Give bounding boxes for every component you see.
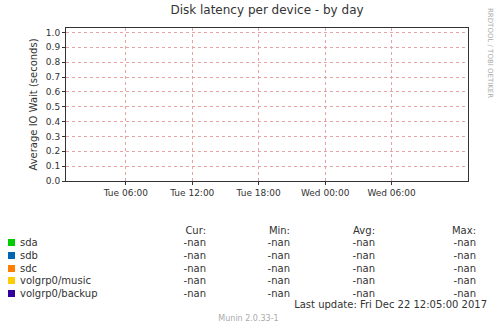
svg-text:0.6: 0.6 bbox=[46, 87, 61, 97]
svg-text:0.1: 0.1 bbox=[46, 161, 60, 171]
html-text:sdc: sdc bbox=[20, 262, 38, 274]
svg-text:0.5: 0.5 bbox=[46, 102, 60, 112]
html-text:volgrp0/music: volgrp0/music bbox=[20, 275, 91, 287]
svg-text:0.7: 0.7 bbox=[46, 72, 60, 82]
svg-text:0.8: 0.8 bbox=[46, 57, 61, 67]
html-text:-nan: -nan bbox=[352, 262, 375, 274]
svg-text:Tue 18:00: Tue 18:00 bbox=[236, 188, 281, 198]
html-text:-nan: -nan bbox=[267, 237, 290, 248]
svg-text:Wed 06:00: Wed 06:00 bbox=[367, 188, 416, 198]
html-text:-nan: -nan bbox=[352, 288, 375, 299]
svg-text:1.0: 1.0 bbox=[46, 28, 61, 38]
svg-text:0.9: 0.9 bbox=[46, 42, 61, 52]
html-text:-nan: -nan bbox=[352, 275, 375, 287]
html-text:Avg:: Avg: bbox=[353, 225, 375, 236]
html-text:-nan: -nan bbox=[352, 249, 375, 261]
html-text:RRDTOOL / TOBI OETIKER: RRDTOOL / TOBI OETIKER bbox=[486, 8, 494, 99]
html-text:sda: sda bbox=[20, 237, 38, 248]
html-text:-nan: -nan bbox=[267, 288, 290, 299]
html-text:Cur:: Cur: bbox=[185, 225, 206, 236]
html-text:-nan: -nan bbox=[183, 288, 206, 299]
svg-text:Average IO Wait (seconds): Average IO Wait (seconds) bbox=[28, 38, 39, 170]
html-text:Min:: Min: bbox=[268, 225, 290, 236]
svg-text:0.3: 0.3 bbox=[46, 132, 60, 142]
html-text:-nan: -nan bbox=[267, 249, 290, 261]
html-text:sdb: sdb bbox=[20, 249, 38, 261]
html-text:Munin 2.0.33-1: Munin 2.0.33-1 bbox=[218, 314, 279, 323]
html-text:-nan: -nan bbox=[453, 288, 476, 299]
html-text:-nan: -nan bbox=[183, 275, 206, 287]
svg-text:0.4: 0.4 bbox=[46, 117, 61, 127]
html-text:-nan: -nan bbox=[267, 275, 290, 287]
html-text:-nan: -nan bbox=[453, 275, 476, 287]
svg-text:Wed 00:00: Wed 00:00 bbox=[301, 188, 350, 198]
html-text:-nan: -nan bbox=[183, 237, 206, 248]
svg-text:0.0: 0.0 bbox=[46, 176, 61, 186]
html-text:Max:: Max: bbox=[452, 225, 476, 236]
html-text:Last update: Fri Dec 22 12:05:: Last update: Fri Dec 22 12:05:00 2017 bbox=[294, 299, 487, 310]
svg-text:Tue 06:00: Tue 06:00 bbox=[103, 188, 148, 198]
html-text:-nan: -nan bbox=[453, 262, 476, 274]
html-text:-nan: -nan bbox=[453, 249, 476, 261]
svg-text:0.2: 0.2 bbox=[46, 146, 60, 156]
html-text:volgrp0/backup: volgrp0/backup bbox=[20, 288, 98, 299]
html-text:-nan: -nan bbox=[352, 237, 375, 248]
html-text:-nan: -nan bbox=[453, 237, 476, 248]
html-text:-nan: -nan bbox=[183, 249, 206, 261]
html-text:-nan: -nan bbox=[267, 262, 290, 274]
html-text:-nan: -nan bbox=[183, 262, 206, 274]
svg-text:Disk latency per device - by d: Disk latency per device - by day bbox=[170, 3, 363, 17]
svg-text:Tue 12:00: Tue 12:00 bbox=[169, 188, 214, 198]
